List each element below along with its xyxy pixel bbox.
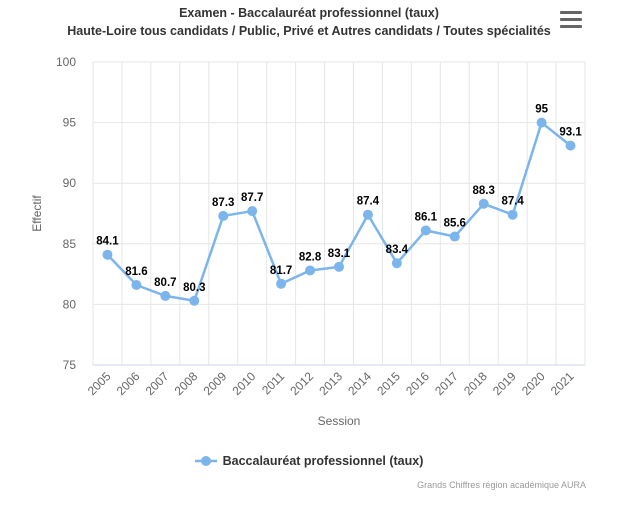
x-tick-label: 2010 bbox=[230, 369, 259, 398]
x-axis-title: Session bbox=[318, 414, 361, 428]
data-point[interactable] bbox=[420, 225, 431, 236]
data-point[interactable] bbox=[218, 210, 229, 221]
x-tick-label: 2014 bbox=[345, 369, 374, 398]
data-point[interactable] bbox=[247, 206, 258, 217]
data-point[interactable] bbox=[305, 265, 316, 276]
legend-symbol-icon bbox=[194, 456, 217, 466]
chart-title: Examen - Baccalauréat professionnel (tau… bbox=[179, 6, 439, 20]
x-tick-label: 2005 bbox=[85, 369, 114, 398]
y-tick-label: 85 bbox=[63, 237, 77, 251]
x-tick-label: 2015 bbox=[374, 369, 403, 398]
data-label: 86.1 bbox=[415, 211, 438, 223]
data-label: 81.6 bbox=[125, 266, 147, 278]
data-point[interactable] bbox=[391, 258, 402, 269]
x-tick-label: 2016 bbox=[403, 369, 432, 398]
x-tick-label: 2008 bbox=[172, 369, 201, 398]
data-label: 88.3 bbox=[473, 185, 495, 197]
series-line bbox=[106, 121, 572, 303]
legend-label: Baccalauréat professionnel (taux) bbox=[222, 454, 424, 468]
data-label: 87.7 bbox=[241, 192, 263, 204]
x-tick-label: 2013 bbox=[316, 369, 345, 398]
x-tick-label: 2009 bbox=[201, 369, 230, 398]
data-point[interactable] bbox=[131, 280, 142, 291]
x-tick-label: 2021 bbox=[548, 369, 577, 398]
data-point[interactable] bbox=[478, 198, 489, 209]
x-tick-label: 2007 bbox=[143, 369, 172, 398]
data-point[interactable] bbox=[102, 249, 113, 260]
x-tick-label: 2011 bbox=[259, 369, 287, 397]
x-tick-label: 2017 bbox=[432, 369, 461, 398]
y-tick-label: 90 bbox=[63, 176, 77, 190]
legend-item[interactable]: Baccalauréat professionnel (taux) bbox=[0, 454, 618, 468]
data-point[interactable] bbox=[449, 231, 460, 242]
data-label: 93.1 bbox=[559, 127, 582, 139]
y-tick-label: 75 bbox=[63, 358, 77, 372]
x-tick-label: 2018 bbox=[461, 369, 490, 398]
data-label: 83.1 bbox=[328, 248, 351, 260]
data-label: 84.1 bbox=[96, 236, 119, 248]
data-point[interactable] bbox=[536, 117, 547, 128]
x-tick-label: 2020 bbox=[519, 369, 548, 398]
data-point[interactable] bbox=[160, 290, 171, 301]
data-label: 85.6 bbox=[444, 218, 466, 230]
x-tick-label: 2019 bbox=[490, 369, 519, 398]
data-point[interactable] bbox=[334, 261, 344, 272]
data-label: 80.3 bbox=[183, 282, 205, 294]
data-label: 87.3 bbox=[212, 197, 234, 209]
data-label: 95 bbox=[535, 104, 548, 116]
y-tick-label: 95 bbox=[63, 116, 77, 130]
data-label: 83.4 bbox=[386, 244, 409, 256]
data-label: 81.7 bbox=[270, 265, 292, 277]
chart-subtitle: Haute-Loire tous candidats / Public, Pri… bbox=[67, 24, 551, 38]
data-label: 82.8 bbox=[299, 251, 322, 263]
data-point[interactable] bbox=[507, 209, 518, 220]
y-axis-title: Effectif bbox=[30, 195, 44, 232]
data-label: 87.4 bbox=[501, 196, 524, 208]
x-tick-label: 2012 bbox=[287, 369, 316, 398]
data-label: 80.7 bbox=[154, 277, 176, 289]
credits-text: Grands Chiffres région académique AURA bbox=[417, 480, 586, 490]
y-tick-label: 80 bbox=[63, 297, 77, 311]
x-tick-label: 2006 bbox=[114, 369, 143, 398]
hamburger-menu-icon[interactable] bbox=[560, 11, 582, 31]
y-tick-label: 100 bbox=[56, 55, 76, 69]
data-point[interactable] bbox=[189, 295, 200, 306]
data-point[interactable] bbox=[565, 140, 576, 151]
data-point[interactable] bbox=[276, 278, 287, 289]
data-point[interactable] bbox=[362, 209, 373, 220]
data-label: 87.4 bbox=[357, 196, 380, 208]
